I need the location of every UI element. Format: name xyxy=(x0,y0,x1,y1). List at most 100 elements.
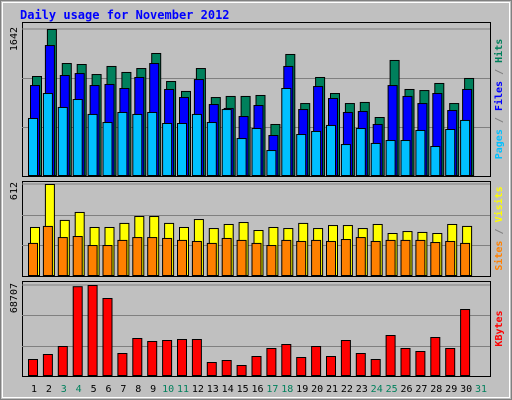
x-tick-label: 2 xyxy=(46,384,52,395)
x-tick-label: 22 xyxy=(341,384,353,395)
bar xyxy=(266,245,277,277)
bar xyxy=(102,122,113,176)
bar xyxy=(385,335,396,376)
bar xyxy=(87,285,98,376)
x-tick-label: 19 xyxy=(296,384,308,395)
bar xyxy=(117,239,128,276)
x-tick-label: 3 xyxy=(61,384,67,395)
bar xyxy=(28,359,38,376)
bar xyxy=(206,362,217,376)
bar xyxy=(221,109,232,176)
bar xyxy=(326,356,336,376)
legend-entry: Files xyxy=(493,81,505,111)
x-tick-label: 25 xyxy=(386,384,398,395)
bar xyxy=(281,344,292,377)
legend-entry: Hits xyxy=(493,39,505,63)
bar xyxy=(28,117,38,177)
x-tick-label: 16 xyxy=(251,384,263,395)
bar xyxy=(236,138,247,176)
bar xyxy=(28,242,38,276)
y-tick-label: 1642 xyxy=(9,27,20,51)
bar xyxy=(281,87,292,176)
bar xyxy=(430,242,441,276)
bar xyxy=(251,356,262,376)
x-tick-label: 12 xyxy=(192,384,204,395)
x-tick-label: 30 xyxy=(460,384,472,395)
bar xyxy=(445,240,456,277)
chart-title: Daily usage for November 2012 xyxy=(20,8,230,22)
bar xyxy=(102,298,113,376)
bar xyxy=(177,123,187,177)
bar xyxy=(236,365,247,376)
x-tick-label: 15 xyxy=(237,384,249,395)
bar xyxy=(266,348,277,377)
bar xyxy=(42,225,53,276)
legend: KBytes xyxy=(494,310,505,346)
bar xyxy=(221,360,232,376)
bar xyxy=(57,106,68,176)
bar xyxy=(191,339,202,376)
bar xyxy=(460,242,471,276)
x-tick-label: 31 xyxy=(475,384,487,395)
bar xyxy=(311,346,322,377)
bar xyxy=(147,340,158,376)
bar xyxy=(72,286,83,377)
x-tick-label: 10 xyxy=(162,384,174,395)
bar xyxy=(326,240,336,277)
bar xyxy=(206,122,217,176)
bar xyxy=(72,236,83,277)
legend-entry: Visits xyxy=(493,186,505,222)
bar xyxy=(236,239,247,276)
bar xyxy=(147,111,158,176)
bar xyxy=(340,340,351,376)
bar xyxy=(72,99,83,176)
bar xyxy=(355,237,366,276)
y-tick-label: 68707 xyxy=(9,283,20,313)
bar xyxy=(162,237,173,276)
y-tick-label: 612 xyxy=(9,182,20,200)
bar xyxy=(251,128,262,176)
bar xyxy=(162,340,173,376)
bar xyxy=(177,239,187,276)
bar xyxy=(42,93,53,176)
bar xyxy=(281,239,292,276)
bar xyxy=(117,353,128,377)
x-tick-label: 28 xyxy=(430,384,442,395)
bar xyxy=(132,113,143,176)
legend: Pages / Files / Hits xyxy=(493,39,505,160)
bar xyxy=(415,239,426,276)
legend-entry: Pages xyxy=(494,129,505,159)
bar xyxy=(355,128,366,176)
x-tick-label: 14 xyxy=(222,384,234,395)
bar xyxy=(87,113,98,176)
bar xyxy=(296,240,307,277)
bar xyxy=(445,128,456,176)
x-tick-label: 4 xyxy=(76,384,82,395)
x-tick-label: 6 xyxy=(105,384,111,395)
legend-separator: / xyxy=(494,69,505,75)
bar xyxy=(340,239,351,276)
bar xyxy=(385,239,396,276)
x-tick-label: 13 xyxy=(207,384,219,395)
bar xyxy=(132,237,143,276)
bar xyxy=(87,245,98,277)
bar xyxy=(385,140,396,176)
bar xyxy=(460,119,471,176)
bar xyxy=(162,123,173,177)
bar xyxy=(296,134,307,176)
x-tick-label: 18 xyxy=(281,384,293,395)
x-tick-label: 8 xyxy=(135,384,141,395)
x-tick-label: 5 xyxy=(91,384,97,395)
bar xyxy=(355,353,366,377)
legend-separator: / xyxy=(494,228,505,234)
bar xyxy=(42,354,53,376)
bar xyxy=(132,338,143,376)
bar xyxy=(370,359,381,376)
x-tick-label: 1 xyxy=(31,384,37,395)
bar xyxy=(57,237,68,276)
x-tick-label: 20 xyxy=(311,384,323,395)
legend-separator: / xyxy=(494,117,505,123)
bar xyxy=(251,242,262,276)
